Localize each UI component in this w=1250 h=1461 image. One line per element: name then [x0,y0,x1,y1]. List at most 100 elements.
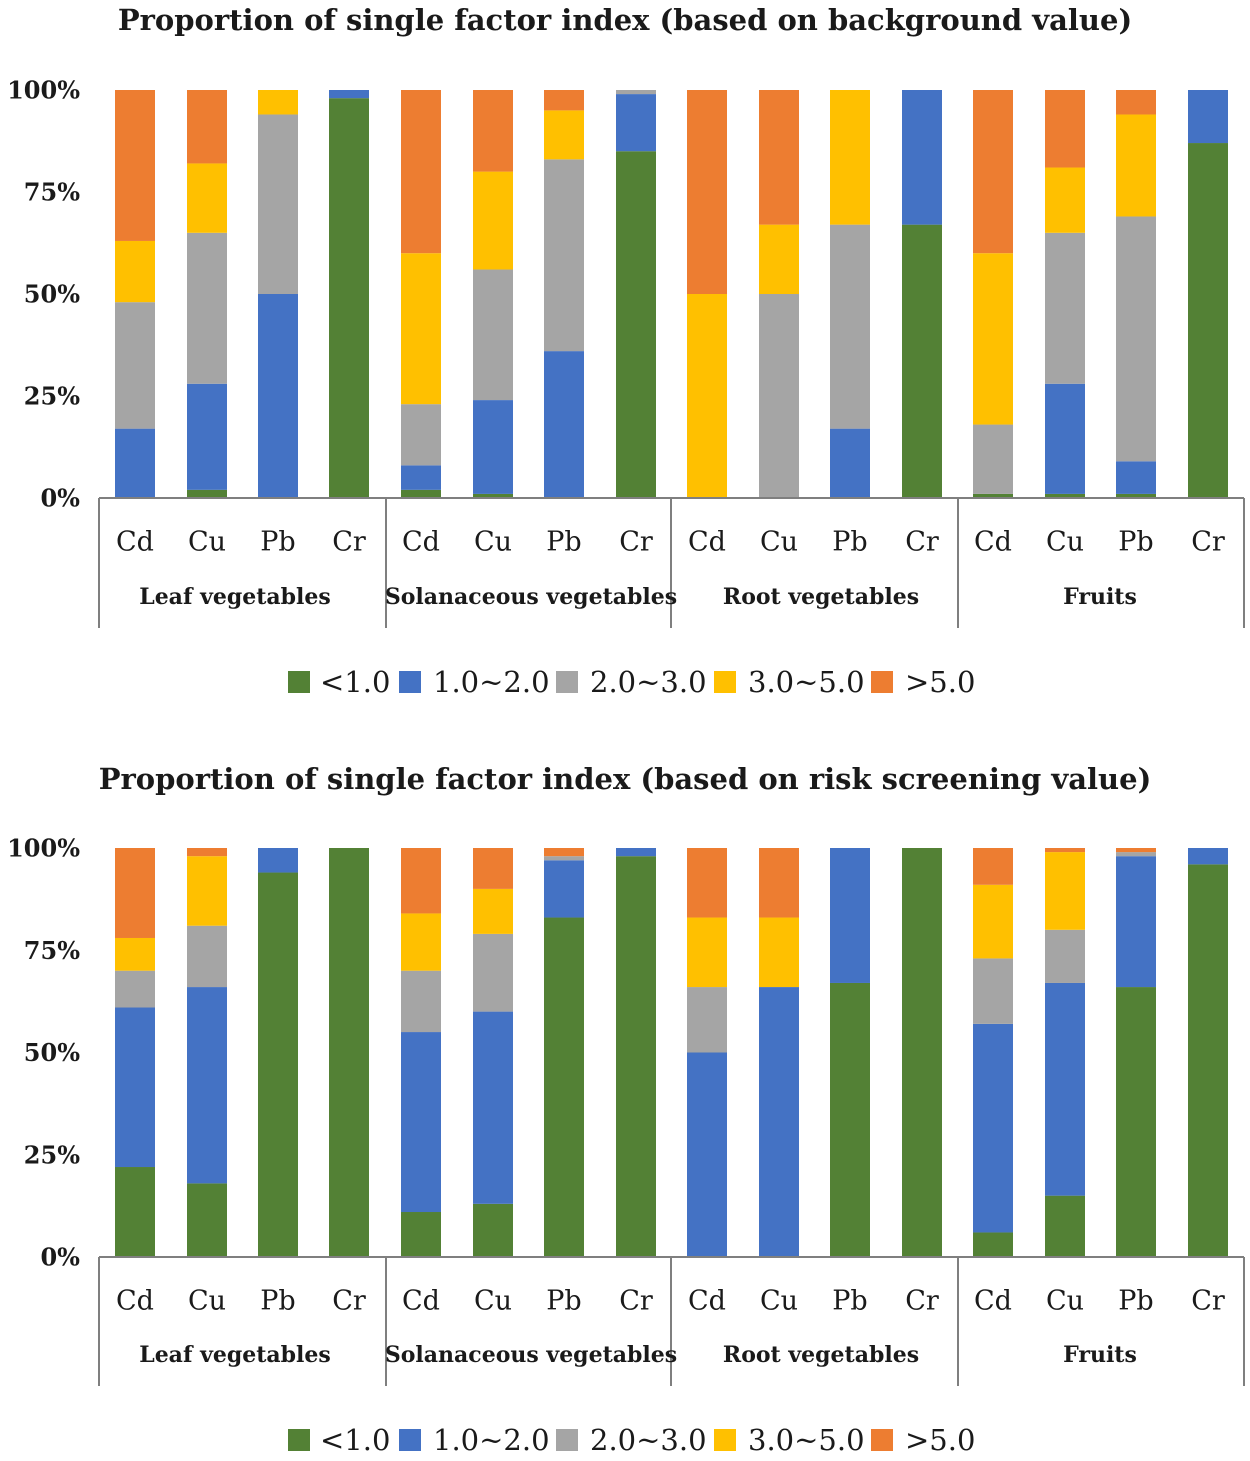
legend-swatch [714,671,736,693]
bar-segment [473,888,513,934]
group-label: Leaf vegetables [139,1342,331,1368]
x-tick-label: Cd [974,527,1012,558]
x-tick-label: Pb [832,1286,867,1317]
bar-segment [973,1232,1013,1257]
legend-label: 3.0~5.0 [748,665,865,699]
bar-segment [616,151,656,498]
legend-label: 2.0~3.0 [590,665,707,699]
bar-segment [687,1052,727,1257]
bar-segment [544,917,584,1257]
bar-segment [115,428,155,498]
bar-segment [187,925,227,988]
bar-segment [759,987,799,1257]
x-tick-label: Pb [546,527,581,558]
bar-segment [544,159,584,352]
bar-segment [759,224,799,294]
bar-segment [902,224,942,498]
bar-segment [187,383,227,490]
bar-segment [1045,232,1085,384]
x-tick-label: Cr [905,1286,939,1317]
bar-segment [473,933,513,1012]
legend: <1.0 1.0~2.0 2.0~3.0 3.0~5.0 >5.0 [288,1423,975,1457]
bar-segment [830,90,870,225]
bar-segment [1116,493,1156,498]
bar-segment [902,90,942,225]
x-tick-label: Cr [332,527,366,558]
bar-segment [187,856,227,926]
bar-segment [616,856,656,1257]
legend-label: <1.0 [320,1423,390,1457]
bar-segment [187,163,227,233]
x-tick-label: Pb [260,527,295,558]
bar-segment [1045,167,1085,233]
legend-swatch [871,1429,893,1451]
bar-segment [1045,90,1085,168]
x-tick-label: Cr [1191,1286,1225,1317]
y-tick-label: 25% [24,1140,80,1169]
bar-segment [258,114,298,294]
bar-segment [1045,493,1085,498]
x-tick-label: Cu [760,527,798,558]
bar-segment [544,856,584,861]
bar-segment [544,110,584,160]
bar-segment [616,90,656,95]
bar-segment [830,982,870,1257]
bar-segment [687,987,727,1053]
bar-segment [115,970,155,1008]
bar-segment [473,269,513,401]
bar-segment [1045,848,1085,853]
bar-segment [1116,461,1156,494]
bar-segment [473,1203,513,1257]
bar-segment [401,404,441,466]
x-tick-label: Cu [1046,527,1084,558]
group-label: Solanaceous vegetables [385,584,677,610]
bar-segment [187,489,227,498]
bar-segment [187,90,227,164]
legend-swatch [288,671,310,693]
bar-segment [115,1167,155,1257]
bar-segment [329,848,369,1257]
x-tick-label: Cd [116,527,154,558]
bar-segment [401,970,441,1033]
bar-segment [687,294,727,498]
bar-segment [830,428,870,498]
legend-swatch [871,671,893,693]
x-tick-label: Cr [332,1286,366,1317]
bar-segment [687,917,727,988]
legend-swatch [556,671,578,693]
y-tick-label: 0% [40,1243,80,1272]
bar-segment [616,848,656,857]
bar-segment [401,465,441,490]
bar-segment [187,987,227,1184]
bar-segment [401,489,441,498]
y-tick-label: 100% [7,76,80,105]
bar-segment [115,848,155,938]
bar-segment [401,1032,441,1213]
chart-title: Proportion of single factor index (based… [99,762,1152,796]
bar-segment [258,90,298,115]
bar-segment [1116,987,1156,1257]
bar-segment [1045,929,1085,983]
bar-segment [329,90,369,99]
bar-segment [473,1011,513,1204]
bar-segment [973,1023,1013,1233]
x-tick-label: Cd [688,527,726,558]
bar-segment [1188,848,1228,865]
chart-1: Proportion of single factor index (based… [7,3,1245,699]
legend-label: 1.0~2.0 [433,665,550,699]
x-tick-label: Cu [188,527,226,558]
bar-segment [473,171,513,270]
group-label: Root vegetables [723,1342,919,1368]
bar-segment [473,90,513,172]
x-tick-label: Cr [1191,527,1225,558]
group-label: Solanaceous vegetables [385,1342,677,1368]
group-label: Fruits [1063,1342,1137,1368]
bar-segment [544,351,584,498]
x-tick-label: Cd [116,1286,154,1317]
legend-swatch [399,1429,421,1451]
bar-segment [1045,1195,1085,1257]
legend-label: >5.0 [905,665,975,699]
group-label: Fruits [1063,584,1137,610]
bar-segment [830,848,870,983]
